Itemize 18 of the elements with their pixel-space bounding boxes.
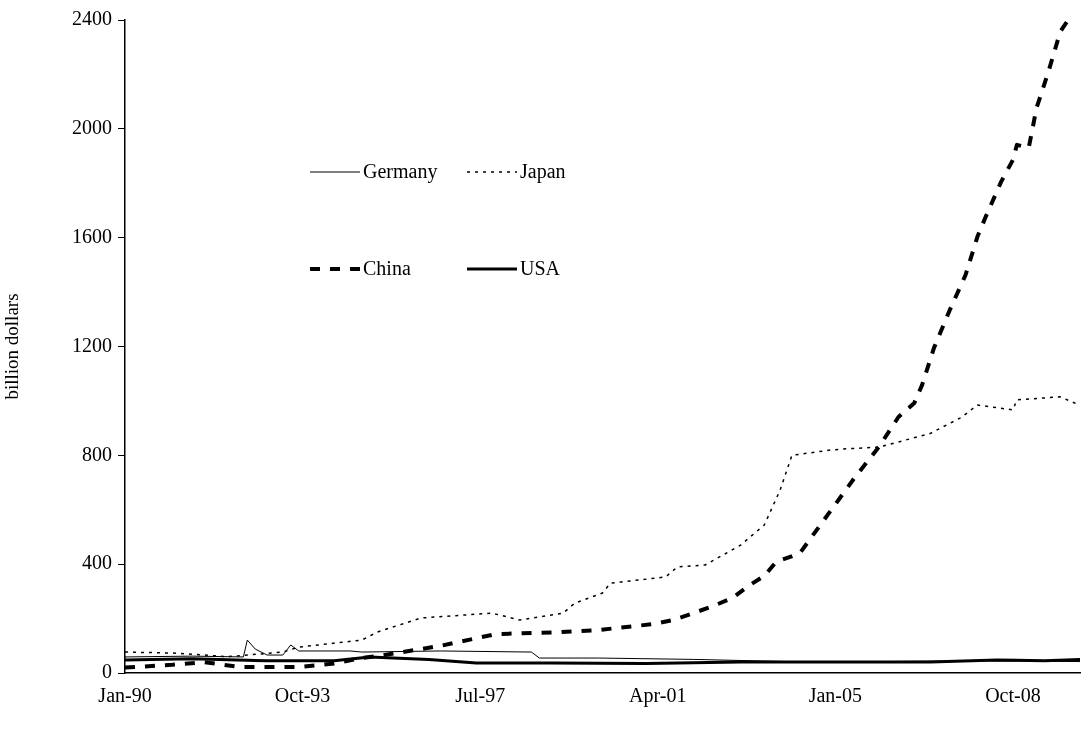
y-tick-label: 1200: [72, 333, 112, 356]
x-tick-label: Oct-93: [274, 684, 331, 707]
x-tick-label: Oct-08: [985, 684, 1041, 707]
x-tick-label: Jan-90: [98, 684, 152, 707]
y-tick-label: 800: [82, 442, 112, 465]
x-tick-label: Jul-97: [455, 684, 506, 707]
legend-label: Japan: [520, 160, 566, 184]
legend-label: China: [363, 257, 411, 280]
x-tick-label: Apr-01: [629, 684, 687, 708]
y-tick-label: 1600: [72, 224, 112, 247]
y-axis-title: billion dollars: [1, 293, 23, 400]
legend-label: Germany: [363, 160, 438, 184]
y-tick-label: 0: [102, 660, 112, 683]
y-tick-label: 2400: [72, 7, 112, 30]
x-tick-label: Jan-05: [808, 684, 862, 707]
y-tick-label: 2000: [72, 116, 112, 139]
y-tick-label: 400: [82, 551, 112, 574]
legend-label: USA: [520, 257, 561, 280]
